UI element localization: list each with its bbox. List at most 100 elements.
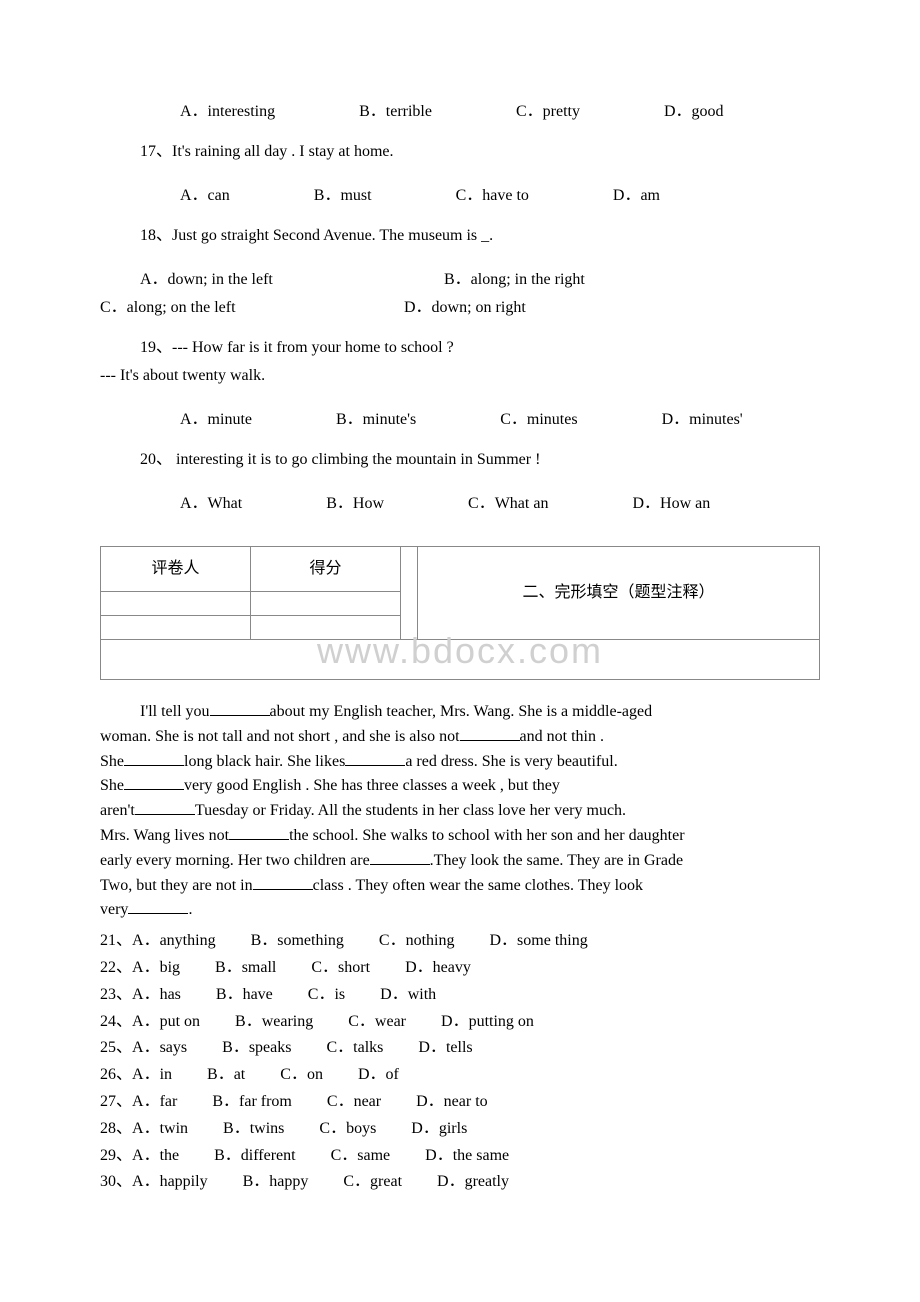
q23-b: B．have bbox=[216, 983, 273, 1008]
passage-p6a: Mrs. Wang lives not bbox=[100, 827, 229, 844]
q19-option-a: A．minute bbox=[140, 408, 252, 432]
passage-p2b: and not thin . bbox=[520, 728, 604, 745]
passage-p4b: very good English . She has three classe… bbox=[184, 777, 560, 794]
blank-9 bbox=[253, 874, 313, 890]
q20-text: 20、 interesting it is to go climbing the… bbox=[100, 448, 820, 472]
q26-c: C．on bbox=[280, 1063, 323, 1088]
q23-num: 23、 bbox=[100, 986, 132, 1003]
q24-b: B．wearing bbox=[235, 1010, 313, 1035]
q18-option-a: A．down; in the left bbox=[100, 268, 440, 292]
cloze-q22: 22、A．big B．small C．short D．heavy bbox=[100, 956, 820, 981]
q28-d: D．girls bbox=[411, 1117, 467, 1142]
q22-num: 22、 bbox=[100, 959, 132, 976]
q30-c: C．great bbox=[343, 1170, 402, 1195]
q16-option-b: B．terrible bbox=[319, 100, 432, 124]
section-blank-3 bbox=[101, 616, 251, 640]
section-col1: 评卷人 bbox=[101, 547, 251, 592]
cloze-q26: 26、A．inB．atC．onD．of bbox=[100, 1063, 820, 1088]
q18-option-c: C．along; on the left bbox=[100, 296, 400, 320]
passage-p5b: Tuesday or Friday. All the students in h… bbox=[195, 802, 626, 819]
q17-option-a: A．can bbox=[140, 184, 230, 208]
q20-option-c: C．What an bbox=[428, 492, 548, 516]
q23-c: C．is bbox=[308, 983, 345, 1008]
q20-option-a: A．What bbox=[140, 492, 242, 516]
passage-p3a: She bbox=[100, 753, 124, 770]
q29-c: C．same bbox=[331, 1144, 391, 1169]
q22-c: C．short bbox=[311, 956, 370, 981]
q21-d: D．some thing bbox=[490, 929, 588, 954]
q25-num: 25、 bbox=[100, 1039, 132, 1056]
section-watermark-cell: www.bdocx.com bbox=[101, 640, 820, 680]
q18-option-d: D．down; on right bbox=[404, 299, 526, 316]
q30-b: B．happy bbox=[243, 1170, 309, 1195]
passage-p9b: . bbox=[188, 901, 192, 918]
blank-6 bbox=[135, 799, 195, 815]
cloze-q27: 27、A．farB．far fromC．nearD．near to bbox=[100, 1090, 820, 1115]
q18-options: A．down; in the left B．along; in the righ… bbox=[100, 268, 820, 320]
q21-c: C．nothing bbox=[379, 929, 455, 954]
section-blank-1 bbox=[101, 592, 251, 616]
passage-p2a: woman. She is not tall and not short , a… bbox=[100, 728, 460, 745]
blank-10 bbox=[128, 898, 188, 914]
passage-p3b: long black hair. She likes bbox=[184, 753, 345, 770]
q17-option-d: D．am bbox=[573, 184, 660, 208]
blank-1 bbox=[210, 700, 270, 716]
section-blank-2 bbox=[251, 592, 401, 616]
q27-d: D．near to bbox=[416, 1090, 488, 1115]
passage-p8b: class . They often wear the same clothes… bbox=[313, 877, 643, 894]
q26-b: B．at bbox=[207, 1063, 245, 1088]
q20-option-b: B．How bbox=[286, 492, 384, 516]
section-divider bbox=[401, 547, 418, 640]
q16-options: A．interesting B．terrible C．pretty D．good bbox=[100, 100, 820, 124]
cloze-passage: I'll tell youabout my English teacher, M… bbox=[100, 700, 820, 923]
q26-a: A．in bbox=[132, 1063, 172, 1088]
cloze-q21: 21、A．anythingB．somethingC．nothingD．some … bbox=[100, 929, 820, 954]
section-title: 二、完形填空（题型注释） bbox=[418, 547, 820, 640]
section-col2: 得分 bbox=[251, 547, 401, 592]
q23-a: A．has bbox=[132, 983, 181, 1008]
passage-p8a: Two, but they are not in bbox=[100, 877, 253, 894]
q28-b: B．twins bbox=[223, 1117, 284, 1142]
passage-p7a: early every morning. Her two children ar… bbox=[100, 852, 370, 869]
q30-num: 30、 bbox=[100, 1173, 132, 1190]
q25-a: A．says bbox=[132, 1036, 187, 1061]
blank-3 bbox=[124, 750, 184, 766]
q25-b: B．speaks bbox=[222, 1036, 291, 1061]
blank-4 bbox=[345, 750, 405, 766]
blank-2 bbox=[460, 725, 520, 741]
q29-d: D．the same bbox=[425, 1144, 509, 1169]
q28-a: A．twin bbox=[132, 1117, 188, 1142]
q30-a: A．happily bbox=[132, 1170, 208, 1195]
q27-num: 27、 bbox=[100, 1093, 132, 1110]
passage-p7b: .They look the same. They are in Grade bbox=[430, 852, 683, 869]
q16-option-a: A．interesting bbox=[140, 100, 275, 124]
passage-p4a: She bbox=[100, 777, 124, 794]
q24-num: 24、 bbox=[100, 1013, 132, 1030]
q27-c: C．near bbox=[327, 1090, 381, 1115]
passage-p5a: aren't bbox=[100, 802, 135, 819]
section-blank-4 bbox=[251, 616, 401, 640]
passage-p6b: the school. She walks to school with her… bbox=[289, 827, 684, 844]
q19-options: A．minute B．minute's C．minutes D．minutes' bbox=[100, 408, 820, 432]
q21-a: A．anything bbox=[132, 929, 216, 954]
q17-option-b: B．must bbox=[274, 184, 372, 208]
q20-option-d: D．How an bbox=[592, 492, 710, 516]
q27-a: A．far bbox=[132, 1090, 177, 1115]
q25-c: C．talks bbox=[326, 1036, 383, 1061]
q23-d: D．with bbox=[380, 983, 436, 1008]
q29-num: 29、 bbox=[100, 1147, 132, 1164]
cloze-q28: 28、A．twin B．twins C．boys D．girls bbox=[100, 1117, 820, 1142]
cloze-q29: 29、A．theB．differentC．sameD．the same bbox=[100, 1144, 820, 1169]
q28-num: 28、 bbox=[100, 1120, 132, 1137]
q16-option-c: C．pretty bbox=[476, 100, 580, 124]
q28-c: C．boys bbox=[319, 1117, 376, 1142]
q22-d: D．heavy bbox=[405, 956, 471, 981]
q18-text: 18、Just go straight Second Avenue. The m… bbox=[100, 224, 820, 248]
q24-a: A．put on bbox=[132, 1010, 200, 1035]
passage-p1b: about my English teacher, Mrs. Wang. She… bbox=[270, 703, 653, 720]
q17-text: 17、It's raining all day . I stay at home… bbox=[100, 140, 820, 164]
q21-b: B．something bbox=[251, 929, 344, 954]
q20-options: A．What B．How C．What an D．How an bbox=[100, 492, 820, 516]
q22-a: A．big bbox=[132, 956, 180, 981]
q22-b: B．small bbox=[215, 956, 276, 981]
